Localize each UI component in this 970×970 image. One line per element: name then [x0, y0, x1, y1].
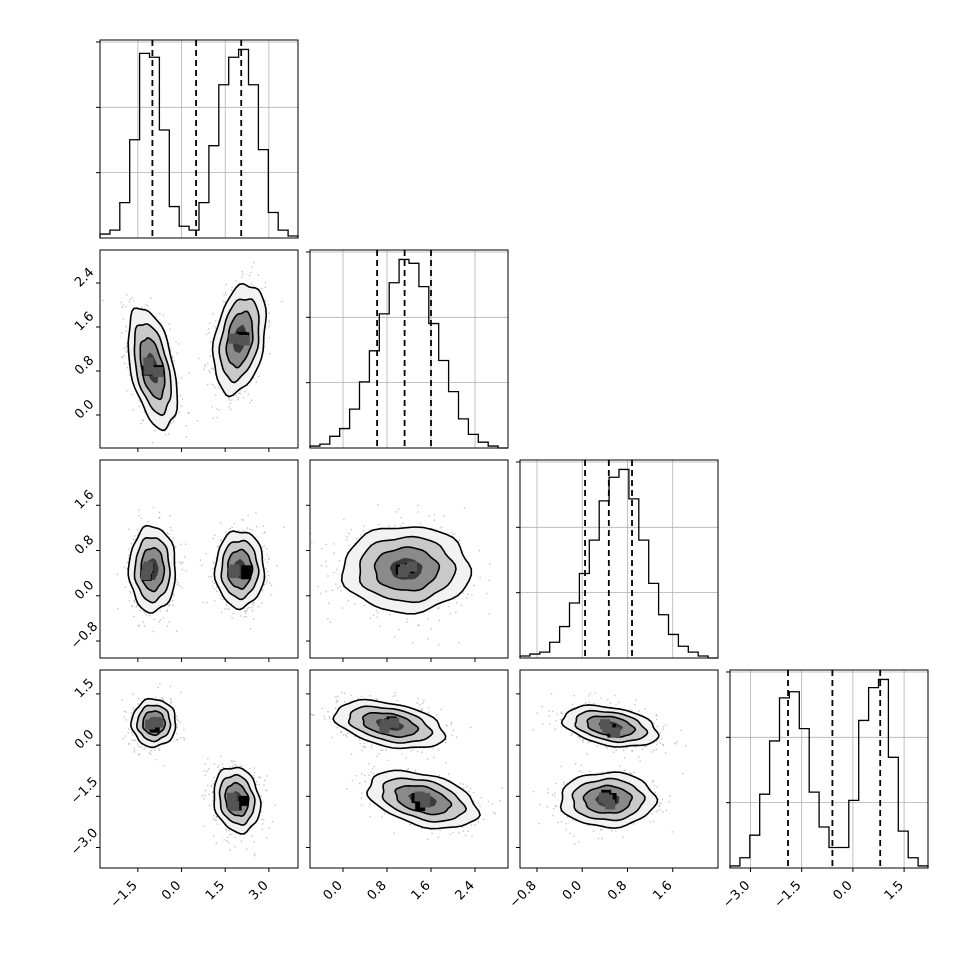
density-core-0-2-0-3 [142, 563, 152, 574]
histogram-step-1 [309, 258, 508, 449]
contour-0-1-1-2 [225, 310, 254, 369]
scatter-panel-1-3 [306, 669, 509, 872]
density-core-0-3-1-4 [226, 792, 237, 803]
scatter-panel-0-2 [96, 459, 299, 662]
density-core-0-2-1-4 [229, 565, 240, 576]
contour-0-1-1-0 [211, 282, 268, 398]
panel-content-0-3 [121, 683, 277, 857]
contour-1-3-0-0 [332, 698, 447, 750]
histogram-step-0 [99, 48, 299, 238]
contour-2-3-1-1 [571, 777, 646, 822]
contour-0-3-1-0 [213, 766, 262, 835]
density-core-0-1-0-2 [143, 364, 154, 375]
contour-1-2-0-2 [373, 546, 441, 592]
contour-1-3-0-2 [361, 712, 420, 739]
scatter-panel-1-2 [306, 459, 509, 662]
panel-content-1-2 [310, 503, 491, 646]
histogram-step-3 [729, 678, 929, 868]
contour-2-3-0-0 [560, 704, 660, 748]
contour-2-3-0-1 [574, 709, 649, 744]
density-core-1-3-1-3 [420, 797, 431, 808]
panel-content-1-3 [310, 691, 504, 840]
density-core-1-3-0-2 [389, 717, 400, 728]
contour-0-3-0-1 [135, 704, 172, 743]
density-core-0-3-0-3 [153, 717, 164, 728]
histogram-panel-1 [306, 249, 509, 449]
histogram-panel-0 [96, 39, 299, 239]
contour-0-3-0-2 [141, 710, 167, 737]
scatter-panel-0-1 [96, 249, 299, 452]
hist-frame-3 [729, 669, 929, 869]
density-core-0-1-0-4 [143, 357, 154, 368]
density-core-0-2-1-1 [241, 565, 252, 576]
density-core-0-1-0-3 [153, 367, 164, 378]
panel-content-0-2 [116, 506, 285, 633]
contour-0-1-0-1 [133, 323, 172, 417]
panel-content-0-1 [102, 261, 283, 444]
hist-frame-1 [309, 249, 509, 449]
density-core-1-3-1-4 [414, 791, 425, 802]
density-core-0-1-1-4 [238, 334, 249, 345]
contour-0-2-0-1 [133, 536, 171, 604]
density-core-1-2-0-4 [398, 567, 408, 577]
histogram-step-2 [519, 468, 718, 659]
contour-0-1-0-0 [127, 307, 179, 432]
hist-frame-0 [99, 39, 299, 239]
density-core-0-1-1-2 [228, 333, 239, 344]
contour-1-3-1-1 [381, 777, 468, 823]
density-core-0-3-1-3 [227, 799, 238, 810]
scatter-frame-0-3 [99, 669, 299, 869]
contour-0-1-0-2 [139, 337, 166, 401]
scatter-frame-0-2 [99, 459, 299, 659]
density-core-2-3-1-4 [602, 794, 613, 805]
contour-0-1-1-1 [218, 298, 260, 384]
density-core-0-3-0-4 [145, 719, 156, 730]
density-core-2-3-0-3 [600, 719, 610, 730]
scatter-panel-0-3 [96, 669, 299, 872]
panel-content-2-3 [531, 692, 687, 845]
density-core-1-3-0-4 [380, 719, 391, 730]
hist-frame-2 [519, 459, 719, 659]
density-core-2-3-0-4 [610, 727, 621, 738]
density-core-0-2-0-4 [140, 570, 151, 581]
scatter-panel-2-3 [516, 669, 719, 872]
contour-2-3-0-2 [586, 715, 637, 738]
contour-2-3-1-2 [582, 784, 634, 814]
contour-1-2-0-0 [340, 526, 473, 615]
contour-2-3-1-0 [559, 771, 659, 830]
contour-0-2-1-0 [213, 530, 266, 611]
density-core-0-3-1-0 [238, 795, 249, 806]
contour-0-2-1-1 [220, 539, 260, 601]
histogram-panel-3 [726, 669, 929, 869]
density-core-1-2-0-3 [407, 561, 417, 572]
scatter-frame-1-3 [309, 669, 509, 869]
histogram-panel-2 [516, 459, 719, 659]
contour-1-3-1-0 [366, 769, 481, 830]
contour-0-3-1-1 [218, 773, 256, 826]
contour-0-3-0-0 [130, 697, 177, 749]
scatter-frame-2-3 [519, 669, 719, 869]
contour-1-3-0-1 [347, 705, 434, 744]
contour-0-2-0-0 [127, 524, 177, 614]
contour-1-2-0-1 [358, 535, 457, 604]
scatter-frame-0-1 [99, 249, 299, 449]
contour-1-3-1-2 [394, 784, 453, 816]
scatter-frame-1-2 [309, 459, 509, 659]
